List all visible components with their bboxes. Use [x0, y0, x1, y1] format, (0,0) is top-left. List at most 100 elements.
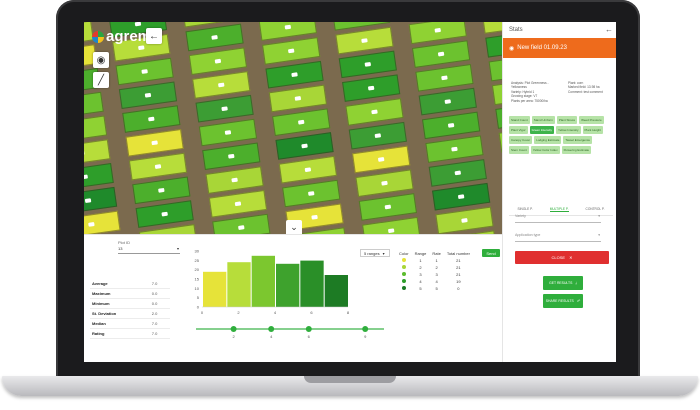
stats-side-panel: Stats ← ◉ New field 01.09.23 Analysis: P… [502, 22, 616, 362]
map-plot[interactable] [345, 98, 404, 126]
analysis-chip[interactable]: Canopy Cover [509, 136, 533, 144]
analysis-chip[interactable]: Flowering Estimate [561, 146, 592, 154]
analysis-chip[interactable]: Plant Stress [556, 116, 578, 124]
map-plot[interactable] [262, 37, 321, 65]
map-plot[interactable] [84, 210, 121, 234]
ranges-row[interactable]: 5 5 0 [396, 285, 473, 292]
map-plot[interactable] [481, 22, 502, 34]
map-plot[interactable] [202, 142, 261, 171]
map-plot[interactable] [488, 53, 502, 82]
stat-label: Maximum [90, 288, 150, 299]
map-plot[interactable] [125, 128, 184, 157]
histogram-bar [227, 262, 251, 307]
range-range-cell: 3 [419, 272, 422, 277]
close-button[interactable]: CLOSE ✕ [515, 251, 609, 264]
application-type-select[interactable]: Application type ▾ [515, 233, 601, 242]
map-plot[interactable] [418, 87, 477, 116]
tab-single-p[interactable]: SINGLE P. [517, 207, 533, 211]
map-plot[interactable] [135, 200, 194, 228]
map-plot[interactable] [265, 60, 324, 89]
map-plot[interactable] [358, 193, 417, 221]
map-plot[interactable] [212, 213, 271, 234]
map-plot[interactable] [421, 111, 481, 140]
plot-id-select[interactable]: 13 ▾ [118, 246, 180, 254]
get-results-button[interactable]: GET RESULTS ⤓ [543, 276, 583, 290]
map-plot[interactable] [118, 81, 178, 110]
range-rate-cell: 1 [435, 258, 438, 263]
map-plot[interactable] [275, 132, 334, 160]
field-map[interactable]: agremo ← ◉ ╱ ⌄ [84, 22, 502, 234]
map-plot[interactable] [362, 216, 421, 234]
arrow-left-icon[interactable]: ← [146, 28, 162, 44]
map-plot[interactable] [272, 108, 331, 136]
ranges-row[interactable]: 2 2 21 [396, 264, 473, 271]
analysis-chip[interactable]: Green Intensity [529, 126, 554, 134]
analysis-chip[interactable]: Weed Pressure [579, 116, 604, 124]
range-slider-thumb[interactable] [305, 326, 312, 332]
map-plot[interactable] [352, 145, 411, 174]
map-plot[interactable] [355, 169, 414, 197]
histogram-bar [251, 255, 275, 307]
map-plot[interactable] [432, 182, 491, 211]
slider-thumb-label: 6 [308, 334, 311, 339]
ranges-row[interactable]: 1 1 21 [396, 257, 473, 264]
map-plot[interactable] [282, 179, 341, 208]
chevron-down-icon[interactable]: ⌄ [286, 220, 302, 234]
chevron-down-icon: ▾ [598, 233, 600, 237]
analysis-chip[interactable]: Tassel Emergence [563, 136, 593, 144]
ranges-row[interactable]: 4 4 19 [396, 278, 473, 285]
map-plot[interactable] [485, 29, 502, 58]
analysis-chip[interactable]: Yellow Color Index [530, 146, 560, 154]
map-plot[interactable] [195, 94, 254, 123]
analysis-chip[interactable]: Stem Count [509, 146, 529, 154]
map-plot[interactable] [428, 159, 487, 187]
y-tick-label: 15 [195, 277, 200, 282]
ranges-table: Color Range Rate Total number 1 1 21 2 2 21 3 3 21 4 4… [396, 250, 473, 292]
application-type-placeholder: Application type [515, 233, 541, 237]
share-results-button[interactable]: SHARE RESULTS ☍ [543, 294, 583, 308]
analysis-chip[interactable]: Plant Vigor [509, 126, 528, 134]
range-slider-thumb[interactable] [268, 326, 275, 332]
map-plot[interactable] [185, 23, 244, 52]
map-plot[interactable] [115, 57, 174, 86]
map-plot[interactable] [415, 64, 474, 92]
arrow-left-icon[interactable]: ← [605, 25, 613, 34]
map-plot[interactable] [278, 155, 338, 184]
range-slider-thumb[interactable] [362, 326, 369, 332]
map-plot[interactable] [122, 105, 181, 133]
map-plot[interactable] [435, 206, 494, 234]
map-plot[interactable] [495, 101, 502, 129]
ranges-select[interactable]: 5 ranges ▾ [360, 249, 390, 257]
map-plot[interactable] [491, 77, 502, 106]
map-plot[interactable] [188, 47, 248, 75]
analysis-chip[interactable]: Stand Uniform [531, 116, 555, 124]
range-color-dot [401, 286, 406, 290]
map-plot[interactable] [342, 74, 401, 102]
tab-control-p[interactable]: CONTROL P. [585, 207, 605, 211]
ranges-row[interactable]: 3 3 21 [396, 271, 473, 278]
map-plot[interactable] [425, 135, 484, 163]
map-plot[interactable] [268, 84, 327, 113]
y-tick-label: 25 [195, 258, 200, 263]
range-total-cell: 19 [456, 279, 461, 284]
map-plot[interactable] [132, 176, 191, 205]
map-plot[interactable] [205, 166, 264, 194]
map-plot[interactable] [192, 71, 251, 99]
analysis-chip[interactable]: Stand Count [509, 116, 530, 124]
map-plot[interactable] [411, 40, 471, 68]
map-plot[interactable] [335, 26, 394, 55]
variety-select[interactable]: Variety ▾ [515, 214, 601, 223]
map-plot[interactable] [208, 189, 268, 218]
analysis-chip[interactable]: Lodging Estimate [534, 136, 562, 144]
map-plot[interactable] [128, 152, 188, 181]
map-plot[interactable] [338, 50, 397, 79]
send-button[interactable]: Send [482, 249, 500, 257]
range-slider-thumb[interactable] [230, 326, 237, 332]
analysis-chip[interactable]: Plant Height [582, 126, 603, 134]
map-plot[interactable] [198, 118, 258, 147]
map-plot[interactable] [348, 121, 407, 150]
ruler-icon[interactable]: ╱ [93, 72, 109, 88]
tab-multiple-p[interactable]: MULTIPLE P. [549, 207, 569, 212]
analysis-chip[interactable]: Yellow Intensity [555, 126, 581, 134]
location-pin-icon[interactable]: ◉ [93, 52, 109, 68]
